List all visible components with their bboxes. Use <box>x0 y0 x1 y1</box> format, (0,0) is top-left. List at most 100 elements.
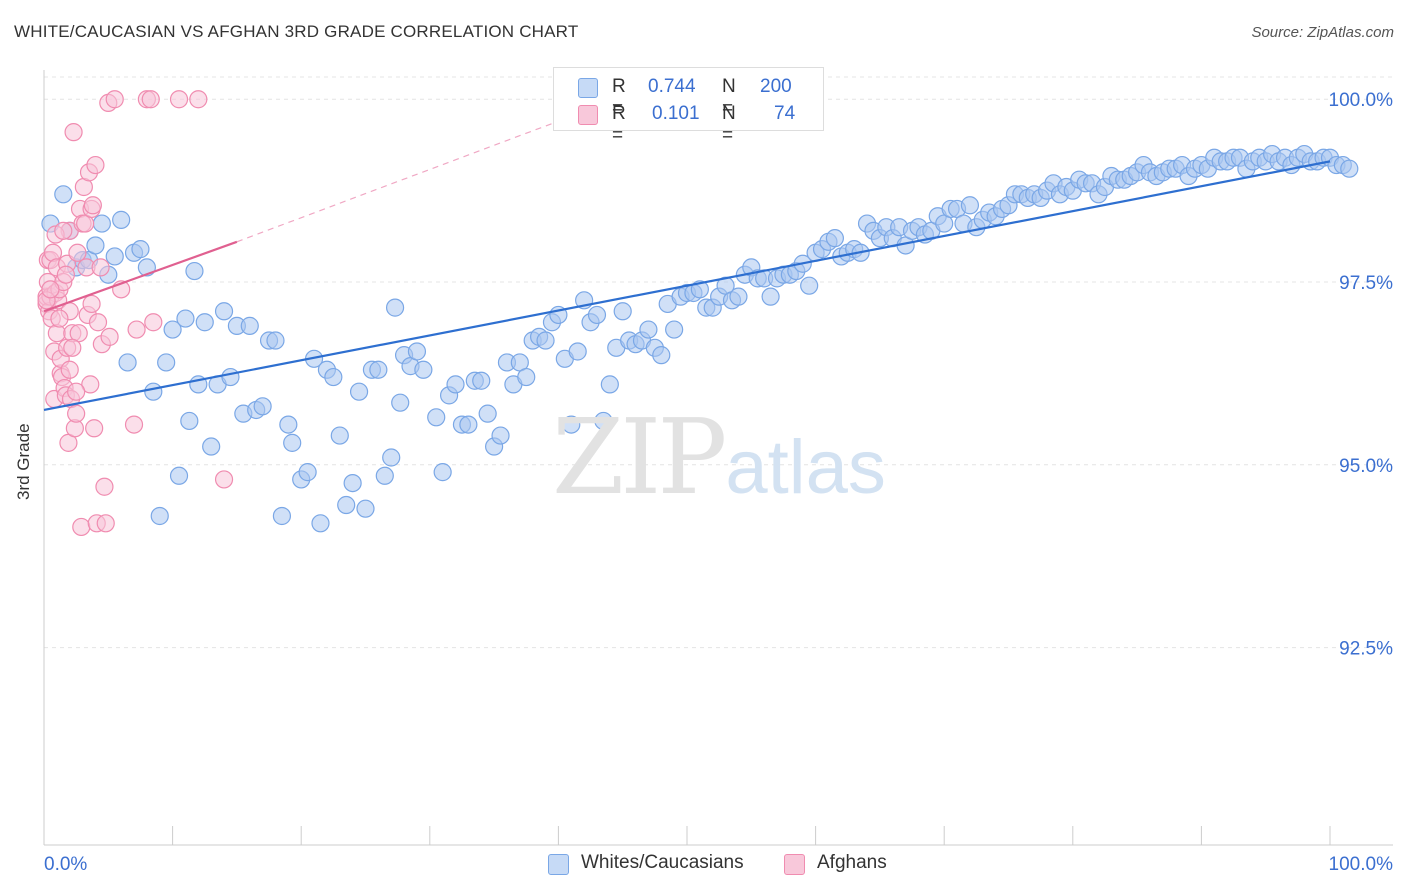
point-whites <box>343 473 362 493</box>
y-tick-label: 95.0% <box>1339 456 1393 477</box>
point-afghans <box>127 320 146 339</box>
point-whites <box>459 415 478 434</box>
point-whites <box>144 382 163 401</box>
point-whites <box>221 367 240 387</box>
point-afghans <box>169 90 189 109</box>
series-afghans-points <box>37 90 234 537</box>
point-whites <box>433 463 452 482</box>
point-whites <box>478 404 497 423</box>
point-afghans <box>83 196 102 215</box>
watermark: ZIPatlas <box>552 405 886 510</box>
point-afghans <box>100 327 119 346</box>
point-afghans <box>41 280 60 299</box>
point-afghans <box>56 265 75 284</box>
watermark-zip: ZIP <box>552 396 727 518</box>
y-tick-labels: 92.5% 95.0% 97.5% 100.0% <box>1329 90 1394 659</box>
point-whites <box>330 426 349 445</box>
point-whites <box>163 320 182 339</box>
chart-source: Source: ZipAtlas.com <box>1251 24 1394 41</box>
point-afghans <box>105 90 124 109</box>
x-tick-label-max: 100.0% <box>1329 854 1394 875</box>
point-whites <box>118 353 137 372</box>
point-whites <box>665 320 684 339</box>
point-whites <box>356 499 375 518</box>
point-whites <box>800 276 819 295</box>
point-whites <box>385 298 405 317</box>
point-whites <box>324 367 343 387</box>
point-whites <box>180 411 199 431</box>
point-whites <box>369 360 388 379</box>
point-afghans <box>124 415 144 434</box>
y-tick-label: 92.5% <box>1339 639 1393 660</box>
point-whites <box>202 437 221 456</box>
point-whites <box>279 415 298 434</box>
point-whites <box>446 375 465 394</box>
point-whites <box>562 415 581 434</box>
legend-swatch-afghans <box>578 105 598 125</box>
point-whites <box>253 397 272 416</box>
point-afghans <box>96 514 115 533</box>
point-whites <box>427 408 446 427</box>
point-afghans <box>67 404 86 423</box>
bottom-legend-label-afghans: Afghans <box>817 852 887 873</box>
point-whites <box>639 320 658 339</box>
point-whites <box>92 214 111 233</box>
legend-r-value: 0.101 <box>652 103 700 124</box>
legend-r-value: 0.744 <box>648 76 696 97</box>
point-afghans <box>64 123 83 142</box>
legend-n-label: N = <box>722 76 736 119</box>
point-afghans <box>88 313 108 332</box>
y-axis-label: 3rd Grade <box>14 423 33 500</box>
point-whites <box>613 302 632 321</box>
legend-r-label: R = <box>612 103 626 146</box>
point-afghans <box>214 470 234 489</box>
point-whites <box>375 466 394 485</box>
point-whites <box>240 316 259 335</box>
point-whites <box>517 367 536 387</box>
point-whites <box>298 463 317 482</box>
point-afghans <box>91 258 110 277</box>
point-whites <box>536 331 555 350</box>
y-tick-label: 97.5% <box>1339 273 1393 294</box>
point-whites <box>382 448 401 467</box>
point-afghans <box>54 221 73 240</box>
point-afghans <box>67 382 86 401</box>
point-whites <box>491 426 510 445</box>
point-afghans <box>72 517 91 537</box>
point-afghans <box>86 155 105 175</box>
point-afghans <box>82 294 101 314</box>
point-whites <box>587 305 607 325</box>
point-whites <box>112 210 131 229</box>
point-afghans <box>68 243 87 262</box>
point-whites <box>761 287 780 306</box>
point-whites <box>472 371 491 390</box>
point-whites <box>960 196 980 215</box>
bottom-legend-label-whites: Whites/Caucasians <box>581 852 744 873</box>
trend-lines <box>43 120 1331 412</box>
point-whites <box>150 506 169 526</box>
point-whites <box>266 331 285 350</box>
point-whites <box>1340 159 1359 178</box>
point-whites <box>214 302 234 321</box>
point-whites <box>652 346 671 365</box>
point-whites <box>195 313 214 332</box>
legend-n-label: N = <box>722 103 736 146</box>
point-whites <box>272 506 292 526</box>
x-tick-label-min: 0.0% <box>44 854 87 875</box>
point-whites <box>86 236 105 255</box>
x-ticks <box>43 826 1331 845</box>
point-whites <box>311 514 330 533</box>
point-whites <box>157 353 176 372</box>
y-tick-label: 100.0% <box>1329 90 1394 111</box>
point-whites <box>169 466 189 485</box>
point-whites <box>600 375 619 394</box>
point-whites <box>391 393 410 412</box>
chart-title: WHITE/CAUCASIAN VS AFGHAN 3RD GRADE CORR… <box>14 22 579 41</box>
legend-swatch-whites <box>578 78 598 98</box>
watermark-atlas: atlas <box>725 425 886 510</box>
point-whites <box>407 342 427 361</box>
point-afghans <box>95 477 114 496</box>
legend-n-value: 74 <box>774 103 796 124</box>
trend-line-afghans-extension <box>236 120 559 243</box>
point-whites <box>337 495 356 515</box>
